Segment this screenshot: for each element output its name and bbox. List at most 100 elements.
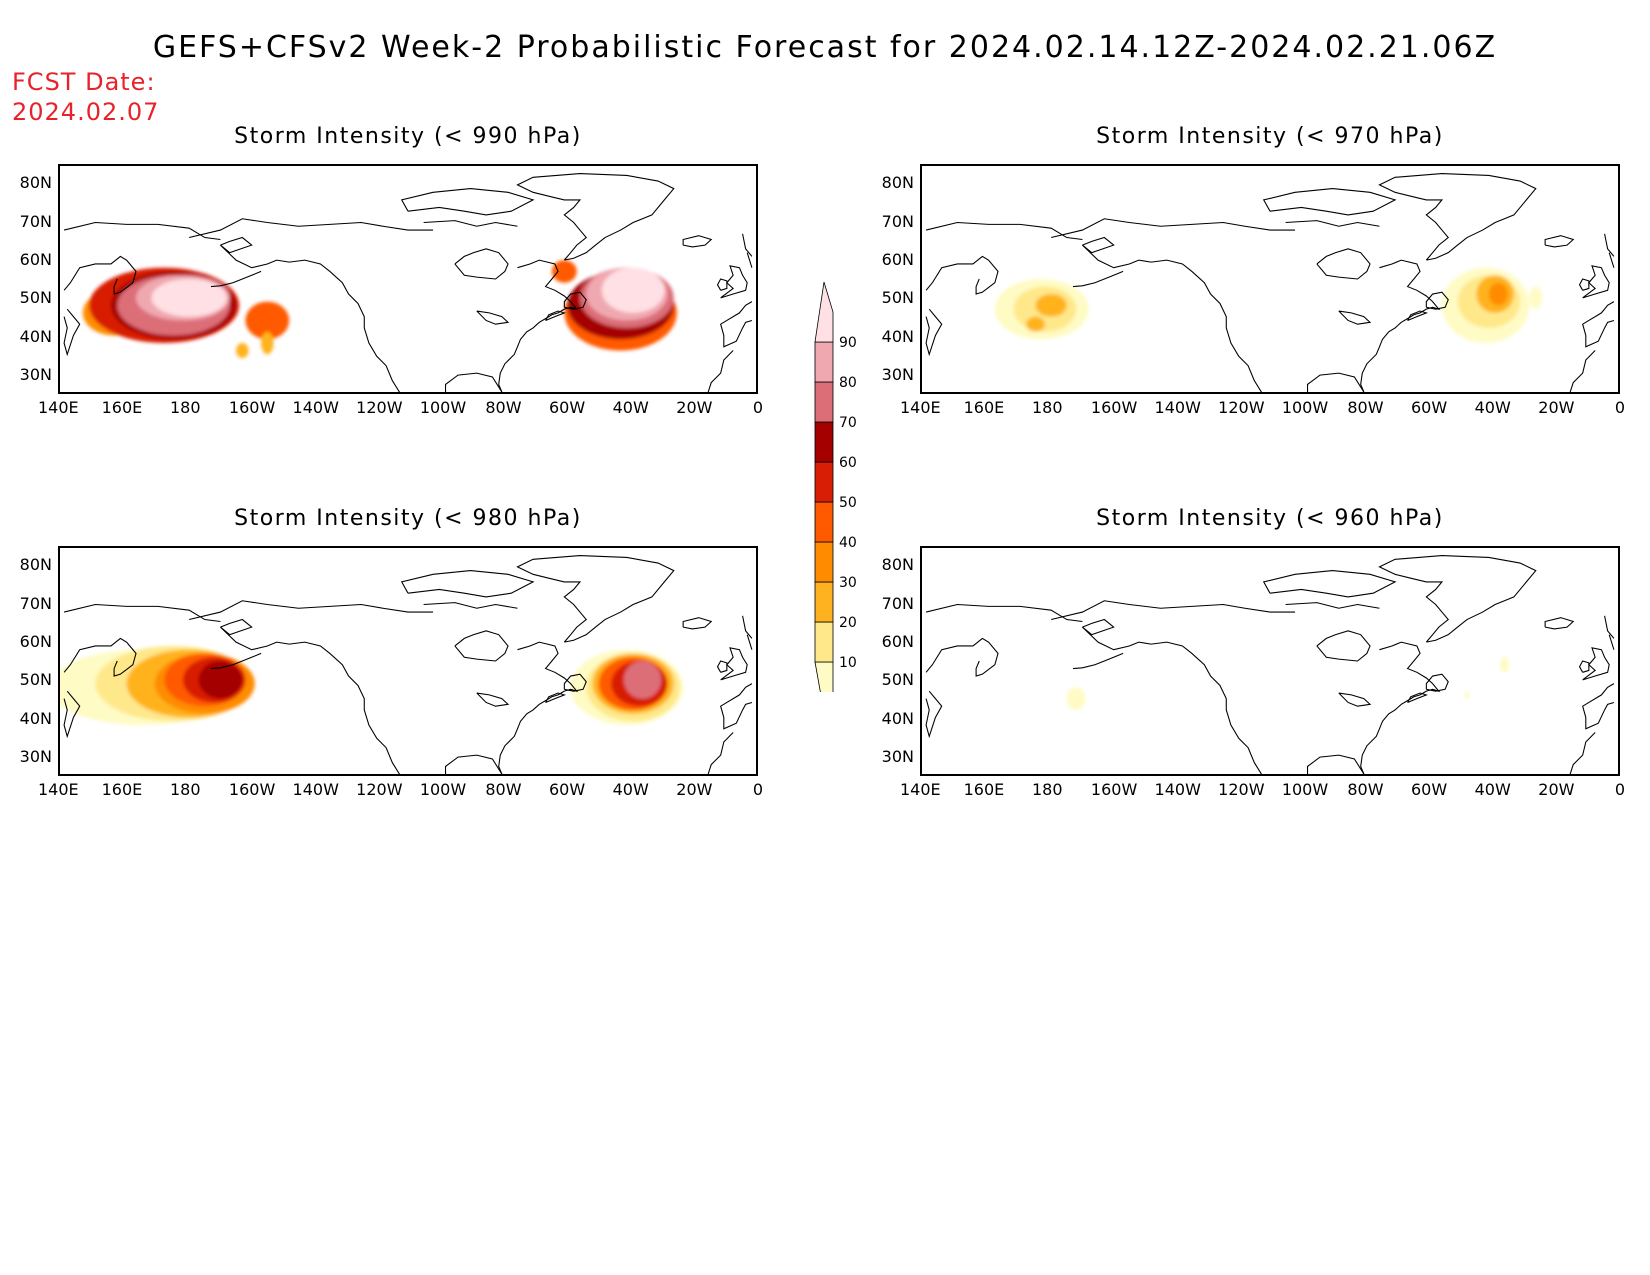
lon-tick-label: 100W	[1281, 780, 1329, 799]
coastline	[1578, 278, 1590, 291]
colorbar-level-label: 60	[839, 455, 857, 471]
coastline	[707, 732, 734, 774]
lon-tick-label: 160E	[963, 398, 1005, 417]
lat-tick-label: 30N	[881, 746, 914, 766]
coastline	[1082, 236, 1115, 254]
coastline	[1378, 555, 1537, 643]
coastline	[444, 372, 503, 392]
colorbar-segment	[814, 661, 834, 692]
probability-area	[1529, 286, 1543, 310]
coastline	[1425, 673, 1449, 692]
coastline	[1360, 259, 1441, 392]
coastline	[220, 618, 253, 636]
coastline	[1316, 248, 1371, 280]
lat-tick-label: 70N	[881, 211, 914, 231]
coastline	[742, 233, 753, 257]
map-panel-960	[920, 546, 1620, 776]
lon-tick-label: 0	[752, 398, 764, 417]
map-panel-990	[58, 164, 758, 394]
coastline	[476, 692, 510, 707]
colorbar-level-label: 20	[839, 615, 857, 631]
coastline	[716, 278, 728, 291]
colorbar-level-label: 30	[839, 575, 857, 591]
coastline	[1306, 754, 1365, 774]
map-canvas-p980	[60, 555, 753, 774]
coastline	[1608, 252, 1615, 268]
probability-area	[1066, 687, 1086, 710]
coastline	[400, 570, 535, 598]
coastline	[423, 602, 518, 609]
map-panel-980	[58, 546, 758, 776]
coastline	[545, 692, 566, 703]
probability-area	[623, 661, 662, 699]
lat-tick-label: 60N	[19, 631, 52, 651]
coastline	[1578, 660, 1590, 673]
coastline	[498, 641, 579, 774]
coastline	[498, 259, 579, 392]
panel-title-980: Storm Intensity (< 980 hPa)	[234, 506, 582, 531]
lon-tick-label: 120W	[356, 780, 403, 799]
coastline	[1604, 233, 1615, 257]
lon-tick-label: 160W	[1090, 398, 1138, 417]
coastline	[716, 660, 728, 673]
coastline	[444, 754, 503, 774]
lat-tick-label: 50N	[19, 288, 52, 308]
colorbar-segment	[814, 621, 834, 663]
coastline	[682, 617, 713, 630]
lat-tick-label: 70N	[19, 593, 52, 613]
coastline	[1378, 173, 1537, 261]
lon-tick-label: 60W	[548, 780, 586, 799]
colorbar-segment	[814, 461, 834, 503]
coastline	[220, 626, 401, 774]
lon-tick-label: 80W	[485, 780, 522, 799]
lon-tick-label: 60W	[1410, 398, 1448, 417]
coastline	[1407, 692, 1428, 703]
colorbar: 10 20 30 40 50 60 70 80 90	[814, 281, 857, 692]
coastline	[1051, 218, 1296, 239]
coastline	[400, 188, 535, 216]
coastline	[220, 236, 253, 254]
lat-tick-label: 40N	[19, 326, 52, 346]
lon-tick-label: 20W	[676, 780, 713, 799]
probability-area	[1035, 294, 1067, 317]
colorbar-segment	[814, 381, 834, 423]
lon-tick-label: 20W	[1538, 398, 1575, 417]
lon-tick-label: 180	[1031, 780, 1063, 799]
coastline	[682, 235, 713, 248]
lon-tick-label: 40W	[1474, 398, 1511, 417]
colorbar-segment	[814, 581, 834, 623]
lon-tick-label: 140E	[38, 780, 79, 799]
lon-tick-label: 20W	[1538, 780, 1575, 799]
colorbar-level-label: 10	[839, 655, 857, 671]
coastline	[1582, 265, 1610, 299]
lat-tick-label: 30N	[19, 746, 52, 766]
coastline	[1285, 602, 1380, 609]
coastline	[1544, 617, 1575, 630]
lon-tick-label: 140W	[292, 780, 339, 799]
coastline	[1316, 630, 1371, 662]
colorbar-segment	[814, 281, 834, 343]
map-canvas-p990	[63, 173, 753, 392]
lon-tick-label: 160W	[228, 780, 276, 799]
lat-tick-label: 80N	[19, 173, 52, 193]
lat-tick-label: 50N	[19, 670, 52, 690]
lon-tick-label: 140E	[38, 398, 79, 417]
coastline	[925, 637, 999, 677]
lon-tick-label: 80W	[1347, 780, 1384, 799]
forecast-date-value: 2024.02.07	[12, 98, 160, 126]
coastline	[1608, 634, 1615, 650]
coastline	[1569, 350, 1596, 392]
main-title: GEFS+CFSv2 Week-2 Probabilistic Forecast…	[152, 30, 1498, 65]
coastline	[1582, 683, 1615, 730]
coastline	[720, 265, 748, 299]
lon-tick-label: 0	[752, 780, 764, 799]
lon-tick-label: 180	[1031, 398, 1063, 417]
colorbar-level-label: 50	[839, 495, 857, 511]
coastline	[63, 603, 221, 623]
coastline	[1082, 626, 1263, 774]
forecast-date-label: FCST Date:	[12, 68, 156, 96]
coastline	[925, 603, 1083, 623]
coastline	[925, 690, 943, 739]
coastline	[742, 615, 753, 639]
coastline	[454, 248, 509, 280]
